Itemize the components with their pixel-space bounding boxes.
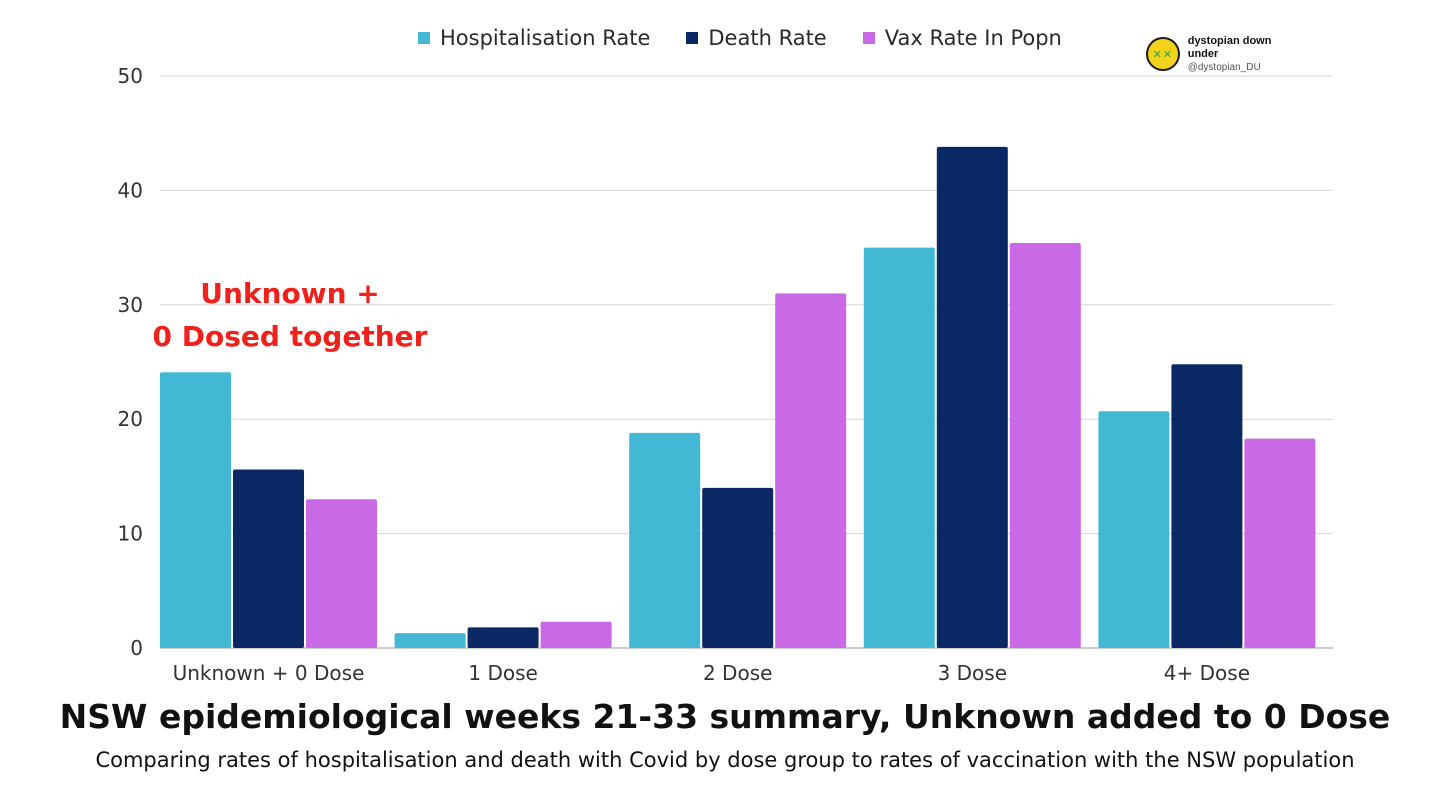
brand-handle: @dystopian_DU (1187, 61, 1261, 73)
legend-swatch-death (686, 32, 699, 44)
legend: Hospitalisation Rate Death Rate Vax Rate… (418, 26, 1098, 50)
bar-hospitalisation-rate-3 (863, 247, 935, 648)
legend-label-hospitalisation: Hospitalisation Rate (440, 26, 651, 50)
y-tick-label-20: 20 (118, 407, 143, 431)
bar-hospitalisation-rate-2 (629, 432, 701, 648)
legend-item-hospitalisation: Hospitalisation Rate (418, 26, 650, 50)
brand-name: dystopian down under (1187, 34, 1272, 60)
bar-hospitalisation-rate-0 (160, 372, 231, 648)
bar-death-rate-4 (1171, 364, 1243, 648)
bar-vax-rate-in-popn-2 (775, 293, 847, 648)
x-tick-label-0: Unknown + 0 Dose (173, 661, 365, 685)
legend-label-vax: Vax Rate In Popn (884, 26, 1062, 50)
legend-label-death: Death Rate (708, 26, 827, 50)
legend-swatch-hospitalisation (418, 32, 430, 44)
bar-death-rate-2 (702, 487, 774, 648)
legend-item-vax: Vax Rate In Popn (862, 26, 1062, 50)
bar-vax-rate-in-popn-3 (1009, 243, 1081, 649)
x-tick-label-3: 3 Dose (938, 661, 1007, 685)
annotation-line-1: Unknown + (200, 277, 380, 310)
y-tick-label-10: 10 (118, 522, 143, 546)
y-tick-label-30: 30 (118, 293, 143, 317)
y-tick-label-0: 0 (130, 636, 143, 660)
bar-death-rate-3 (936, 146, 1008, 649)
legend-item-death: Death Rate (686, 26, 827, 50)
y-tick-label-40: 40 (118, 178, 143, 202)
bar-hospitalisation-rate-4 (1098, 411, 1170, 648)
bar-vax-rate-in-popn-1 (540, 621, 612, 648)
chart-subtitle: Comparing rates of hospitalisation and d… (95, 748, 1355, 772)
bar-death-rate-1 (467, 627, 539, 648)
chart-title: NSW epidemiological weeks 21-33 summary,… (59, 697, 1391, 736)
brand-watermark: ✕✕ dystopian down under @dystopian_DU (1134, 33, 1304, 76)
annotation-line-2: 0 Dosed together (152, 320, 428, 353)
bar-vax-rate-in-popn-4 (1244, 438, 1316, 648)
x-tick-label-1: 1 Dose (468, 661, 537, 685)
x-tick-label-4: 4+ Dose (1164, 661, 1250, 685)
x-tick-label-2: 2 Dose (703, 661, 772, 685)
brand-text: dystopian down under @dystopian_DU (1188, 35, 1304, 74)
bar-vax-rate-in-popn-0 (306, 499, 377, 648)
y-tick-label-50: 50 (118, 64, 143, 88)
legend-swatch-vax (862, 32, 875, 44)
dizzy-face-icon: ✕✕ (1146, 37, 1180, 71)
bar-death-rate-0 (233, 469, 304, 648)
annotation: Unknown + 0 Dosed together (150, 272, 430, 358)
bar-hospitalisation-rate-1 (394, 633, 466, 648)
